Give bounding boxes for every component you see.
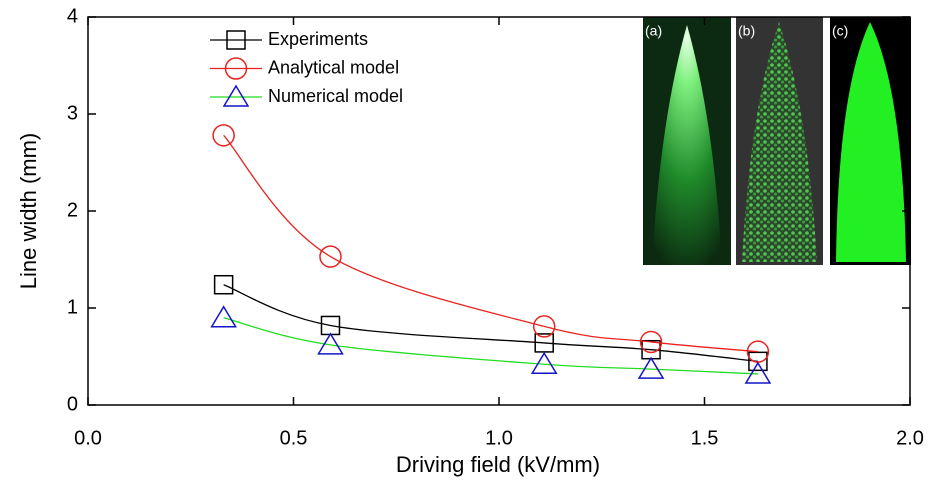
inset-label: (c) xyxy=(832,23,848,39)
x-tick-label: 1.5 xyxy=(691,427,719,449)
marker-circle xyxy=(639,330,663,354)
x-tick-label: 0.0 xyxy=(74,427,102,449)
legend-label: Analytical model xyxy=(268,57,399,77)
inset-cone-b xyxy=(742,22,817,262)
fit-line xyxy=(223,134,758,353)
legend-label: Experiments xyxy=(268,29,368,49)
legend-marker xyxy=(222,84,250,107)
inset-label: (b) xyxy=(738,23,755,39)
legend-marker xyxy=(224,57,248,80)
legend-marker xyxy=(226,30,246,50)
inset-cone-c xyxy=(836,22,906,262)
fit-line xyxy=(223,284,759,362)
marker-circle xyxy=(532,315,556,338)
y-tick-label: 4 xyxy=(67,5,78,27)
marker-triangle xyxy=(637,356,665,379)
marker-triangle xyxy=(210,305,237,328)
x-tick-label: 0.5 xyxy=(280,427,308,449)
fit-line xyxy=(223,317,758,375)
legend-label: Numerical model xyxy=(268,86,403,106)
inset-cone-a xyxy=(652,25,722,265)
inset-label: (a) xyxy=(645,23,662,39)
insets: (a) (b) (c) xyxy=(643,17,911,265)
marker-square xyxy=(213,274,234,295)
marker-triangle xyxy=(744,361,772,384)
y-tick-label: 0 xyxy=(67,393,78,415)
y-tick-label: 1 xyxy=(67,296,78,318)
y-tick-label: 2 xyxy=(67,199,78,221)
x-tick-label: 2.0 xyxy=(896,427,924,449)
x-axis-label: Driving field (kV/mm) xyxy=(396,452,600,477)
marker-square xyxy=(748,351,768,372)
marker-triangle xyxy=(317,332,344,355)
marker-triangle xyxy=(530,351,558,375)
marker-circle xyxy=(212,124,235,147)
y-tick-label: 3 xyxy=(67,102,78,124)
marker-circle xyxy=(319,245,342,268)
y-axis-label: Line width (mm) xyxy=(16,133,41,289)
x-tick-label: 1.0 xyxy=(485,427,513,449)
